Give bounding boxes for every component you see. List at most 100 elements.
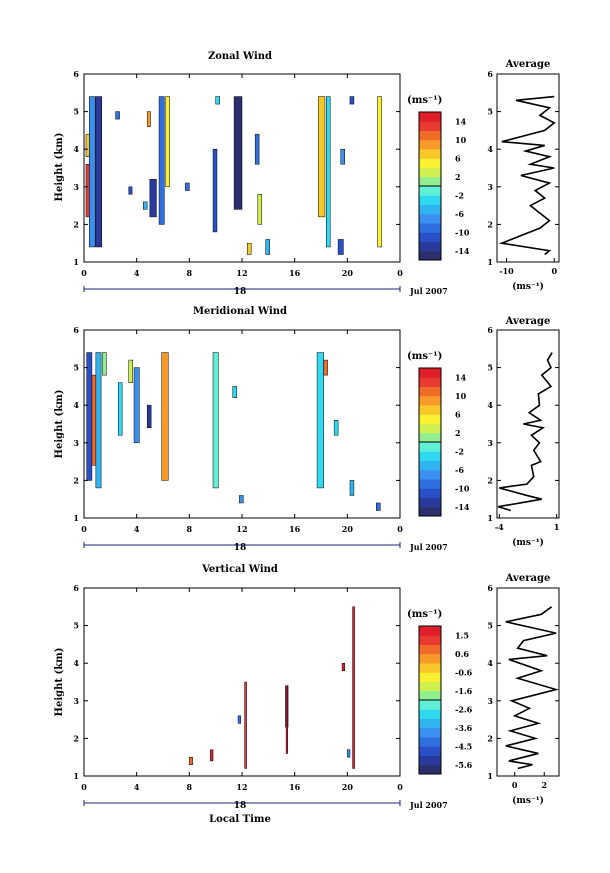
avg-y-tick-label: 5 [487, 363, 493, 373]
y-tick-label: 6 [73, 325, 79, 335]
colorbar-swatch [419, 139, 441, 150]
colorbar-swatch [419, 469, 441, 480]
panel-title-meridional: Meridional Wind [193, 306, 287, 317]
avg-y-tick-label: 4 [487, 658, 493, 668]
heatmap-cell [133, 367, 140, 444]
avg-y-tick-label: 5 [487, 621, 493, 631]
heatmap-cell [210, 749, 214, 762]
colorbar-swatch [419, 232, 441, 242]
colorbar-tick-label: -14 [455, 246, 470, 256]
avg-x-tick-label: -4 [495, 522, 504, 532]
colorbar-swatch [419, 250, 441, 261]
colorbar-tick-label: 14 [455, 116, 467, 126]
colorbar-tick-label: -10 [455, 483, 470, 493]
x-tick-label: 0 [397, 524, 403, 534]
colorbar-swatch [419, 414, 441, 424]
colorbar-swatch [419, 451, 441, 461]
colorbar-tick-label: -14 [455, 502, 470, 512]
y-tick-label: 3 [73, 182, 79, 192]
avg-title-meridional: Average [505, 316, 551, 327]
avg-y-tick-label: 6 [487, 69, 493, 79]
heatmap-cell [115, 111, 120, 120]
month-label-vertical: Jul 2007 [409, 800, 448, 810]
panel-title-vertical: Vertical Wind [201, 564, 278, 575]
avg-y-tick-label: 2 [487, 219, 493, 229]
x-tick-label: 4 [134, 524, 140, 534]
colorbar-vertical: 1.5 0.6 -0.6 -1.6 -2.6 -3.6 -4.5 -5.6 [418, 625, 473, 775]
avg-y-tick-label: 6 [487, 583, 493, 593]
colorbar-swatch [419, 223, 441, 233]
x-tick-label: 12 [236, 524, 247, 534]
avg-x-tick-label: 1 [554, 522, 560, 532]
y-tick-label: 2 [73, 733, 79, 743]
colorbar-swatch [419, 195, 441, 205]
colorbar-tick-label: -3.6 [455, 723, 473, 733]
colorbar-swatch [419, 488, 441, 498]
colorbar-swatch [419, 709, 441, 719]
colorbar-swatch [419, 112, 441, 122]
heatmap-cell [340, 148, 345, 165]
avg-y-tick-label: 3 [487, 696, 493, 706]
y-tick-label: 5 [73, 107, 79, 117]
heatmap-cell [128, 359, 133, 383]
colorbar-unit-zonal: (ms⁻¹) [407, 95, 442, 106]
y-tick-label: 3 [73, 438, 79, 448]
colorbar-tick-label: -1.6 [455, 686, 473, 696]
colorbar-swatch [419, 764, 441, 775]
heatmap-cell [349, 480, 355, 496]
y-tick-label: 5 [73, 363, 79, 373]
colorbar-swatch [419, 644, 441, 655]
y-ticks-meridional: 1 2 3 4 5 6 [73, 325, 400, 523]
ylabel-zonal: Height (km) [54, 133, 65, 202]
colorbar-tick-label: 2 [455, 428, 461, 438]
heatmap-cell [333, 419, 339, 436]
avg-y-tick-label: 1 [487, 771, 493, 781]
heatmap-cell [95, 96, 103, 248]
heatmap-cell [257, 194, 262, 225]
heatmap-cell [347, 749, 351, 758]
x-tick-label: 0 [397, 782, 403, 792]
colorbar-tick-label: -10 [455, 227, 470, 237]
x-tick-label: 12 [236, 782, 247, 792]
avg-frame-meridional [496, 329, 560, 519]
x-tick-label: 0 [397, 268, 403, 278]
avg-y-tick-label: 3 [487, 182, 493, 192]
heatmap-cell [165, 96, 170, 188]
heatmap-cell [102, 352, 107, 376]
colorbar-tick-label: 6 [455, 409, 461, 419]
colorbar-swatch [419, 149, 441, 159]
colorbar-meridional: 14 10 6 2 -2 -6 -10 -14 [418, 367, 470, 517]
x-tick-label: 8 [187, 524, 193, 534]
heatmap-cell [232, 386, 237, 398]
heatmap-cell [212, 352, 219, 489]
heatmap-cell [85, 163, 90, 218]
colorbar-swatch [419, 727, 441, 738]
avg-xlabel-meridional: (ms⁻¹) [512, 537, 544, 548]
avg-profile-line [498, 95, 556, 256]
colorbar-swatch [419, 460, 441, 471]
colorbar-swatch [419, 506, 441, 517]
ylabel-meridional: Height (km) [54, 390, 65, 459]
colorbar-tick-label: 14 [455, 372, 467, 382]
colorbar-tick-label: -2 [455, 446, 464, 456]
colorbar-swatch [419, 700, 441, 710]
colorbar-swatch [419, 672, 441, 682]
heatmap-cell [377, 96, 382, 248]
colorbar-zonal: 14 10 6 2 -2 -6 -10 -14 [418, 111, 470, 261]
y-tick-label: 1 [73, 771, 79, 781]
heatmap-cell [161, 352, 169, 481]
colorbar-swatch [419, 746, 441, 756]
heatmap-cell [285, 685, 288, 754]
y-tick-label: 2 [73, 475, 79, 485]
heatmap-cell [326, 96, 331, 248]
colorbar-swatch [419, 368, 441, 378]
heatmap-cell [85, 133, 90, 157]
x-tick-label: 12 [236, 268, 247, 278]
avg-profile-zonal: 1 2 3 4 5 6 -10 0 [487, 69, 559, 276]
avg-y-tick-label: 2 [487, 475, 493, 485]
colorbar-swatch [419, 755, 441, 766]
heatmap-cell [244, 681, 247, 769]
xlabel-local-time: Local Time [209, 814, 271, 825]
y-ticks-zonal: 1 2 3 4 5 6 [73, 69, 400, 267]
